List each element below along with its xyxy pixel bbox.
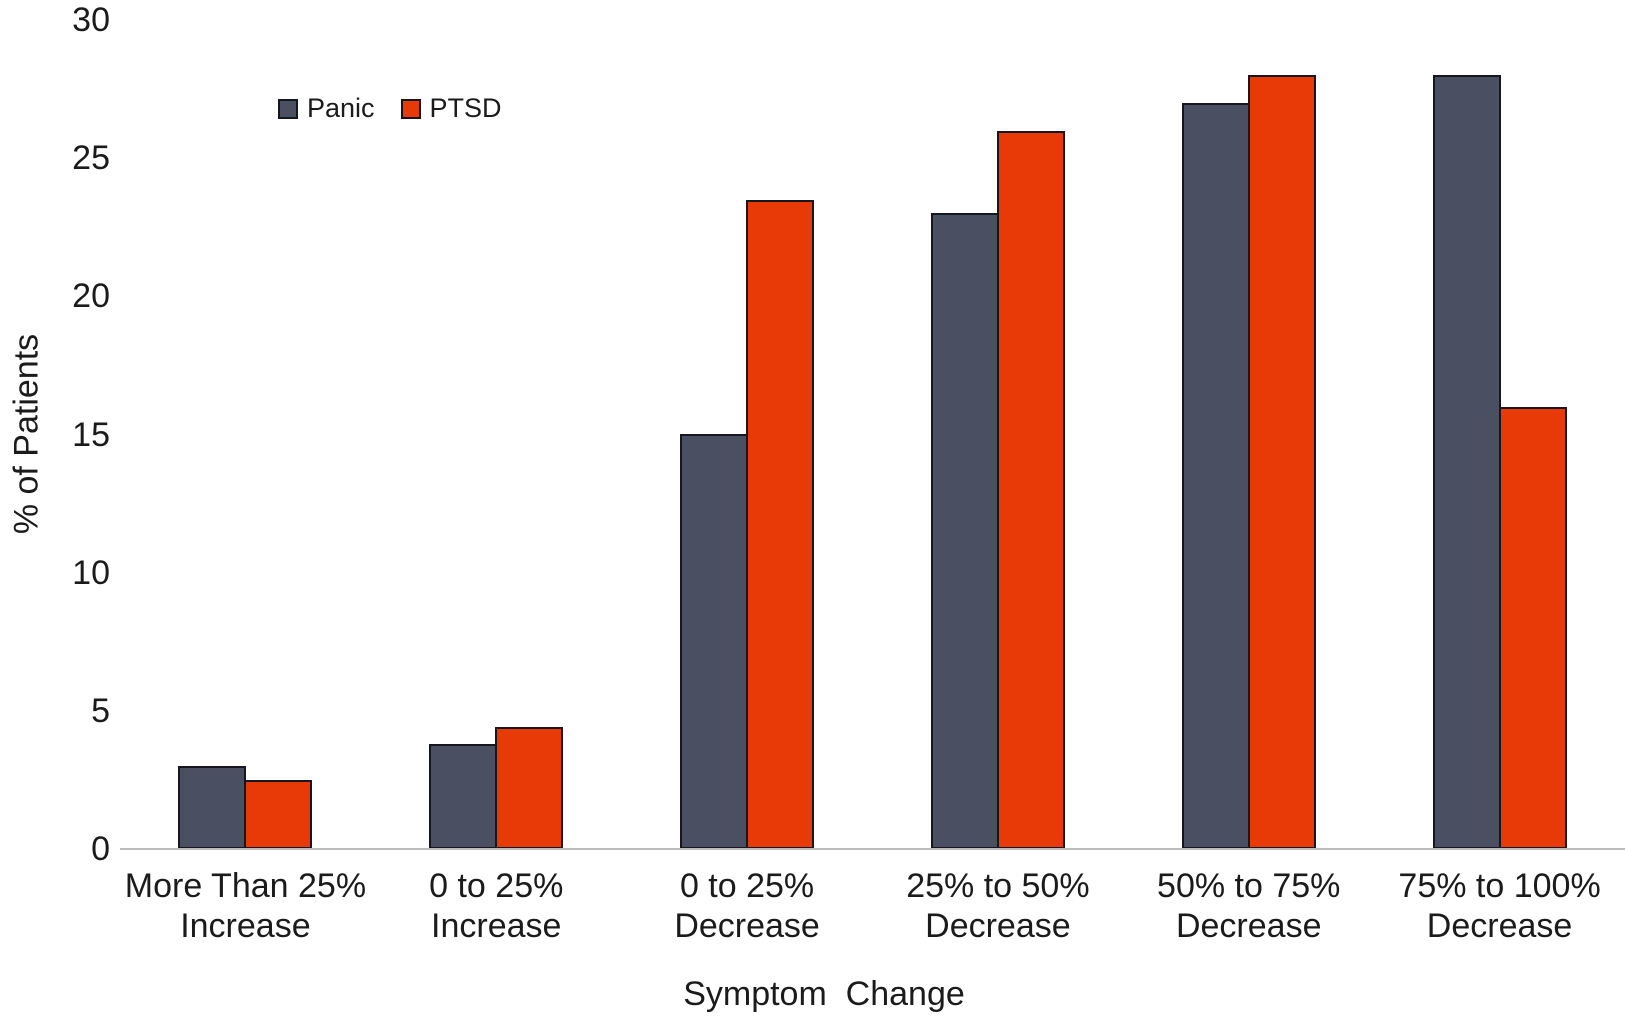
y-axis-ticks: 0 5 10 15 20 25 30 [0, 0, 110, 1021]
bar-ptsd-1 [244, 780, 313, 849]
x-category-label-line: 0 to 25% [679, 867, 815, 905]
bar-panic-1 [178, 766, 247, 849]
bar-panic-3 [680, 434, 749, 849]
y-tick-label-0: 0 [91, 830, 110, 868]
x-category-label-1: More Than 25% Increase [120, 866, 371, 946]
y-tick-label-10: 10 [72, 553, 110, 592]
x-axis-title: Symptom Change [683, 975, 965, 1013]
y-tick-label-15: 15 [72, 415, 110, 454]
bar-ptsd-5 [1247, 75, 1316, 849]
x-category-label-3: 0 to 25% Decrease [622, 866, 873, 946]
bar-panic-2 [429, 744, 498, 849]
x-category-label-line: More Than 25% [124, 867, 367, 905]
x-category-label-line: Increase [180, 907, 311, 945]
x-category-label-line: 50% to 75% [1157, 867, 1341, 905]
x-category-label-line: 25% to 50% [906, 867, 1090, 905]
x-category-label-line: Increase [431, 907, 562, 945]
x-category-label-5: 50% to 75% Decrease [1123, 866, 1374, 946]
bar-group-6 [1374, 75, 1625, 849]
y-tick-label-20: 20 [72, 277, 110, 316]
bar-panic-6 [1432, 75, 1501, 849]
bar-group-2 [371, 727, 622, 849]
bar-ptsd-4 [996, 131, 1065, 849]
bar-ptsd-2 [495, 727, 564, 849]
bar-group-4 [872, 131, 1123, 849]
x-axis-line [120, 848, 1625, 850]
legend-label-panic: Panic [307, 93, 375, 123]
bar-ptsd-6 [1498, 407, 1567, 849]
x-category-label-line: Decrease [1175, 907, 1322, 945]
legend: Panic PTSD [278, 93, 502, 124]
x-category-label-line: 75% to 100% [1398, 867, 1601, 905]
plot-area: Panic PTSD [120, 20, 1625, 850]
bar-groups [120, 20, 1625, 849]
legend-label-ptsd: PTSD [429, 93, 502, 123]
legend-item-ptsd: PTSD [400, 93, 502, 124]
x-axis-labels: More Than 25% Increase 0 to 25% Increase 0 t… [120, 866, 1625, 946]
x-category-label-line: Decrease [925, 907, 1071, 945]
x-category-label-4: 25% to 50% Decrease [872, 866, 1123, 946]
x-category-label-2: 0 to 25% Increase [371, 866, 622, 946]
bar-panic-5 [1181, 103, 1250, 849]
x-category-label-line: 0 to 25% [429, 867, 564, 905]
legend-swatch-ptsd-icon [400, 98, 421, 119]
legend-swatch-panic-icon [278, 98, 298, 119]
bar-panic-4 [930, 213, 999, 849]
bar-ptsd-3 [746, 200, 815, 849]
bar-group-3 [622, 200, 873, 849]
x-category-label-line: Decrease [674, 907, 820, 945]
bar-group-1 [120, 766, 371, 849]
x-category-label-6: 75% to 100% Decrease [1374, 866, 1625, 946]
x-category-label-line: Decrease [1426, 907, 1573, 945]
legend-item-panic: Panic [278, 93, 375, 124]
bar-group-5 [1123, 75, 1374, 849]
y-tick-label-5: 5 [91, 691, 110, 730]
y-tick-label-25: 25 [72, 139, 110, 178]
y-tick-label-30: 30 [72, 1, 110, 39]
